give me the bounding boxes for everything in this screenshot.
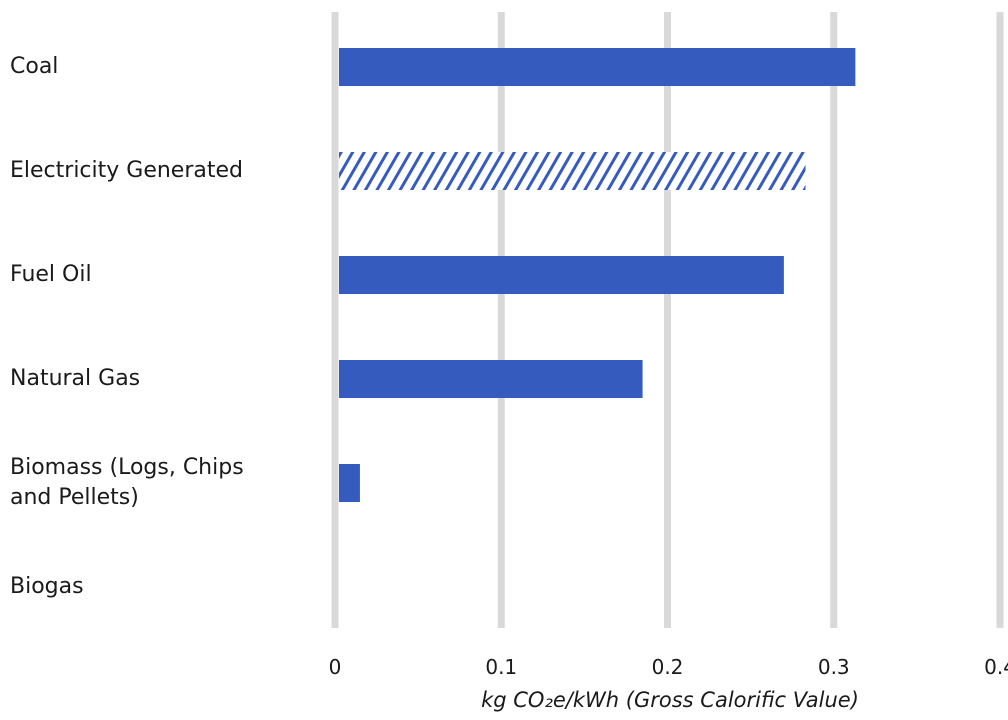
category-label: Biomass (Logs, Chips and Pellets) — [10, 455, 244, 510]
bars — [339, 48, 856, 502]
bar — [339, 48, 856, 86]
x-tick-label: 0.4 — [984, 655, 1008, 679]
category-label: Biogas — [10, 574, 84, 599]
x-tick-label: 0.1 — [485, 655, 518, 679]
x-tick-label: 0.3 — [817, 655, 850, 679]
x-tick-label: 0.2 — [651, 655, 684, 679]
category-label: Coal — [10, 54, 59, 79]
x-axis-title: kg CO₂e/kWh (Gross Calorific Value) — [481, 688, 859, 712]
x-tick-label: 0 — [328, 655, 342, 679]
category-label: Natural Gas — [10, 366, 141, 391]
bar — [339, 256, 784, 294]
bar — [339, 360, 643, 398]
bar — [339, 152, 806, 190]
category-label: Electricity Generated — [10, 158, 243, 183]
bar — [339, 464, 360, 502]
category-label: Fuel Oil — [10, 262, 92, 287]
gridlines — [331, 12, 1004, 628]
